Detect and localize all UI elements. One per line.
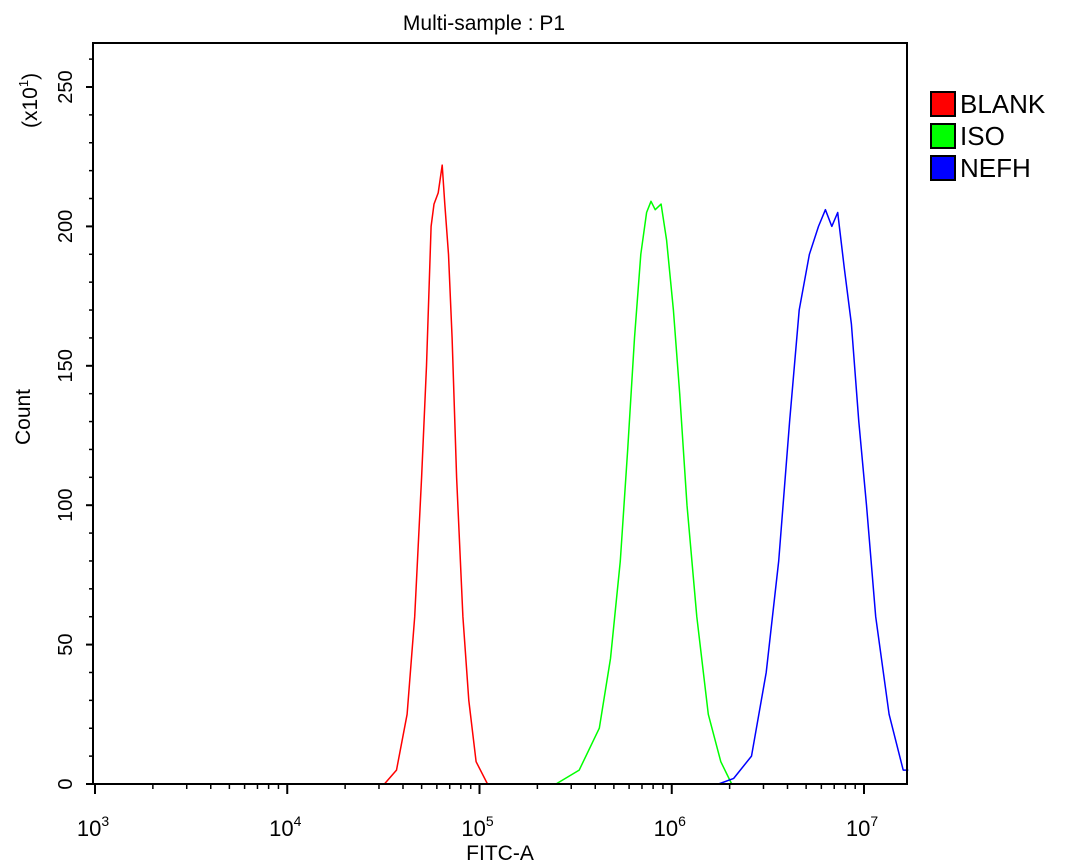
legend-swatch-nefh [930,155,956,181]
x-tick-label: 103 [77,813,109,841]
legend-item-nefh: NEFH [930,152,1045,184]
series-line-nefh [718,208,909,785]
series-line-blank [383,164,489,785]
legend-label-blank: BLANK [960,89,1046,119]
y-tick-label: 100 [55,489,77,522]
chart-title: Multi-sample : P1 [403,12,565,35]
y-tick-label: 0 [55,778,77,789]
y-multiplier-close: ) [19,73,42,80]
legend-swatch-blank [930,91,956,117]
y-tick-label: 250 [55,70,77,103]
legend-item-blank: BLANK [930,88,1045,120]
x-tick-label: 107 [846,813,878,841]
y-tick-label: 50 [55,633,77,655]
svg-text:(x101): (x101) [16,73,42,128]
legend: BLANK ISO NEFH [930,88,1045,184]
plot-frame [92,42,908,785]
x-tick-label: 104 [269,813,301,841]
y-multiplier-exponent: 1 [16,80,31,87]
x-axis-label: FITC-A [466,842,534,865]
y-axis-ticks: 0 50 100 150 200 250 [55,58,93,790]
legend-label-iso: ISO [960,121,1005,151]
y-tick-label: 200 [55,210,77,243]
series-layer [93,164,909,785]
x-axis-ticks: 103 104 105 106 107 [77,784,878,841]
y-multiplier-base: (x10 [19,87,42,128]
x-tick-label: 105 [461,813,493,841]
x-tick-label: 106 [654,813,686,841]
legend-label-nefh: NEFH [960,153,1031,183]
y-axis-label: Count [12,389,35,445]
y-tick-label: 150 [55,349,77,382]
legend-item-iso: ISO [930,120,1045,152]
legend-swatch-iso [930,123,956,149]
series-line-iso [555,200,733,785]
y-multiplier-label: (x101) [16,73,42,128]
